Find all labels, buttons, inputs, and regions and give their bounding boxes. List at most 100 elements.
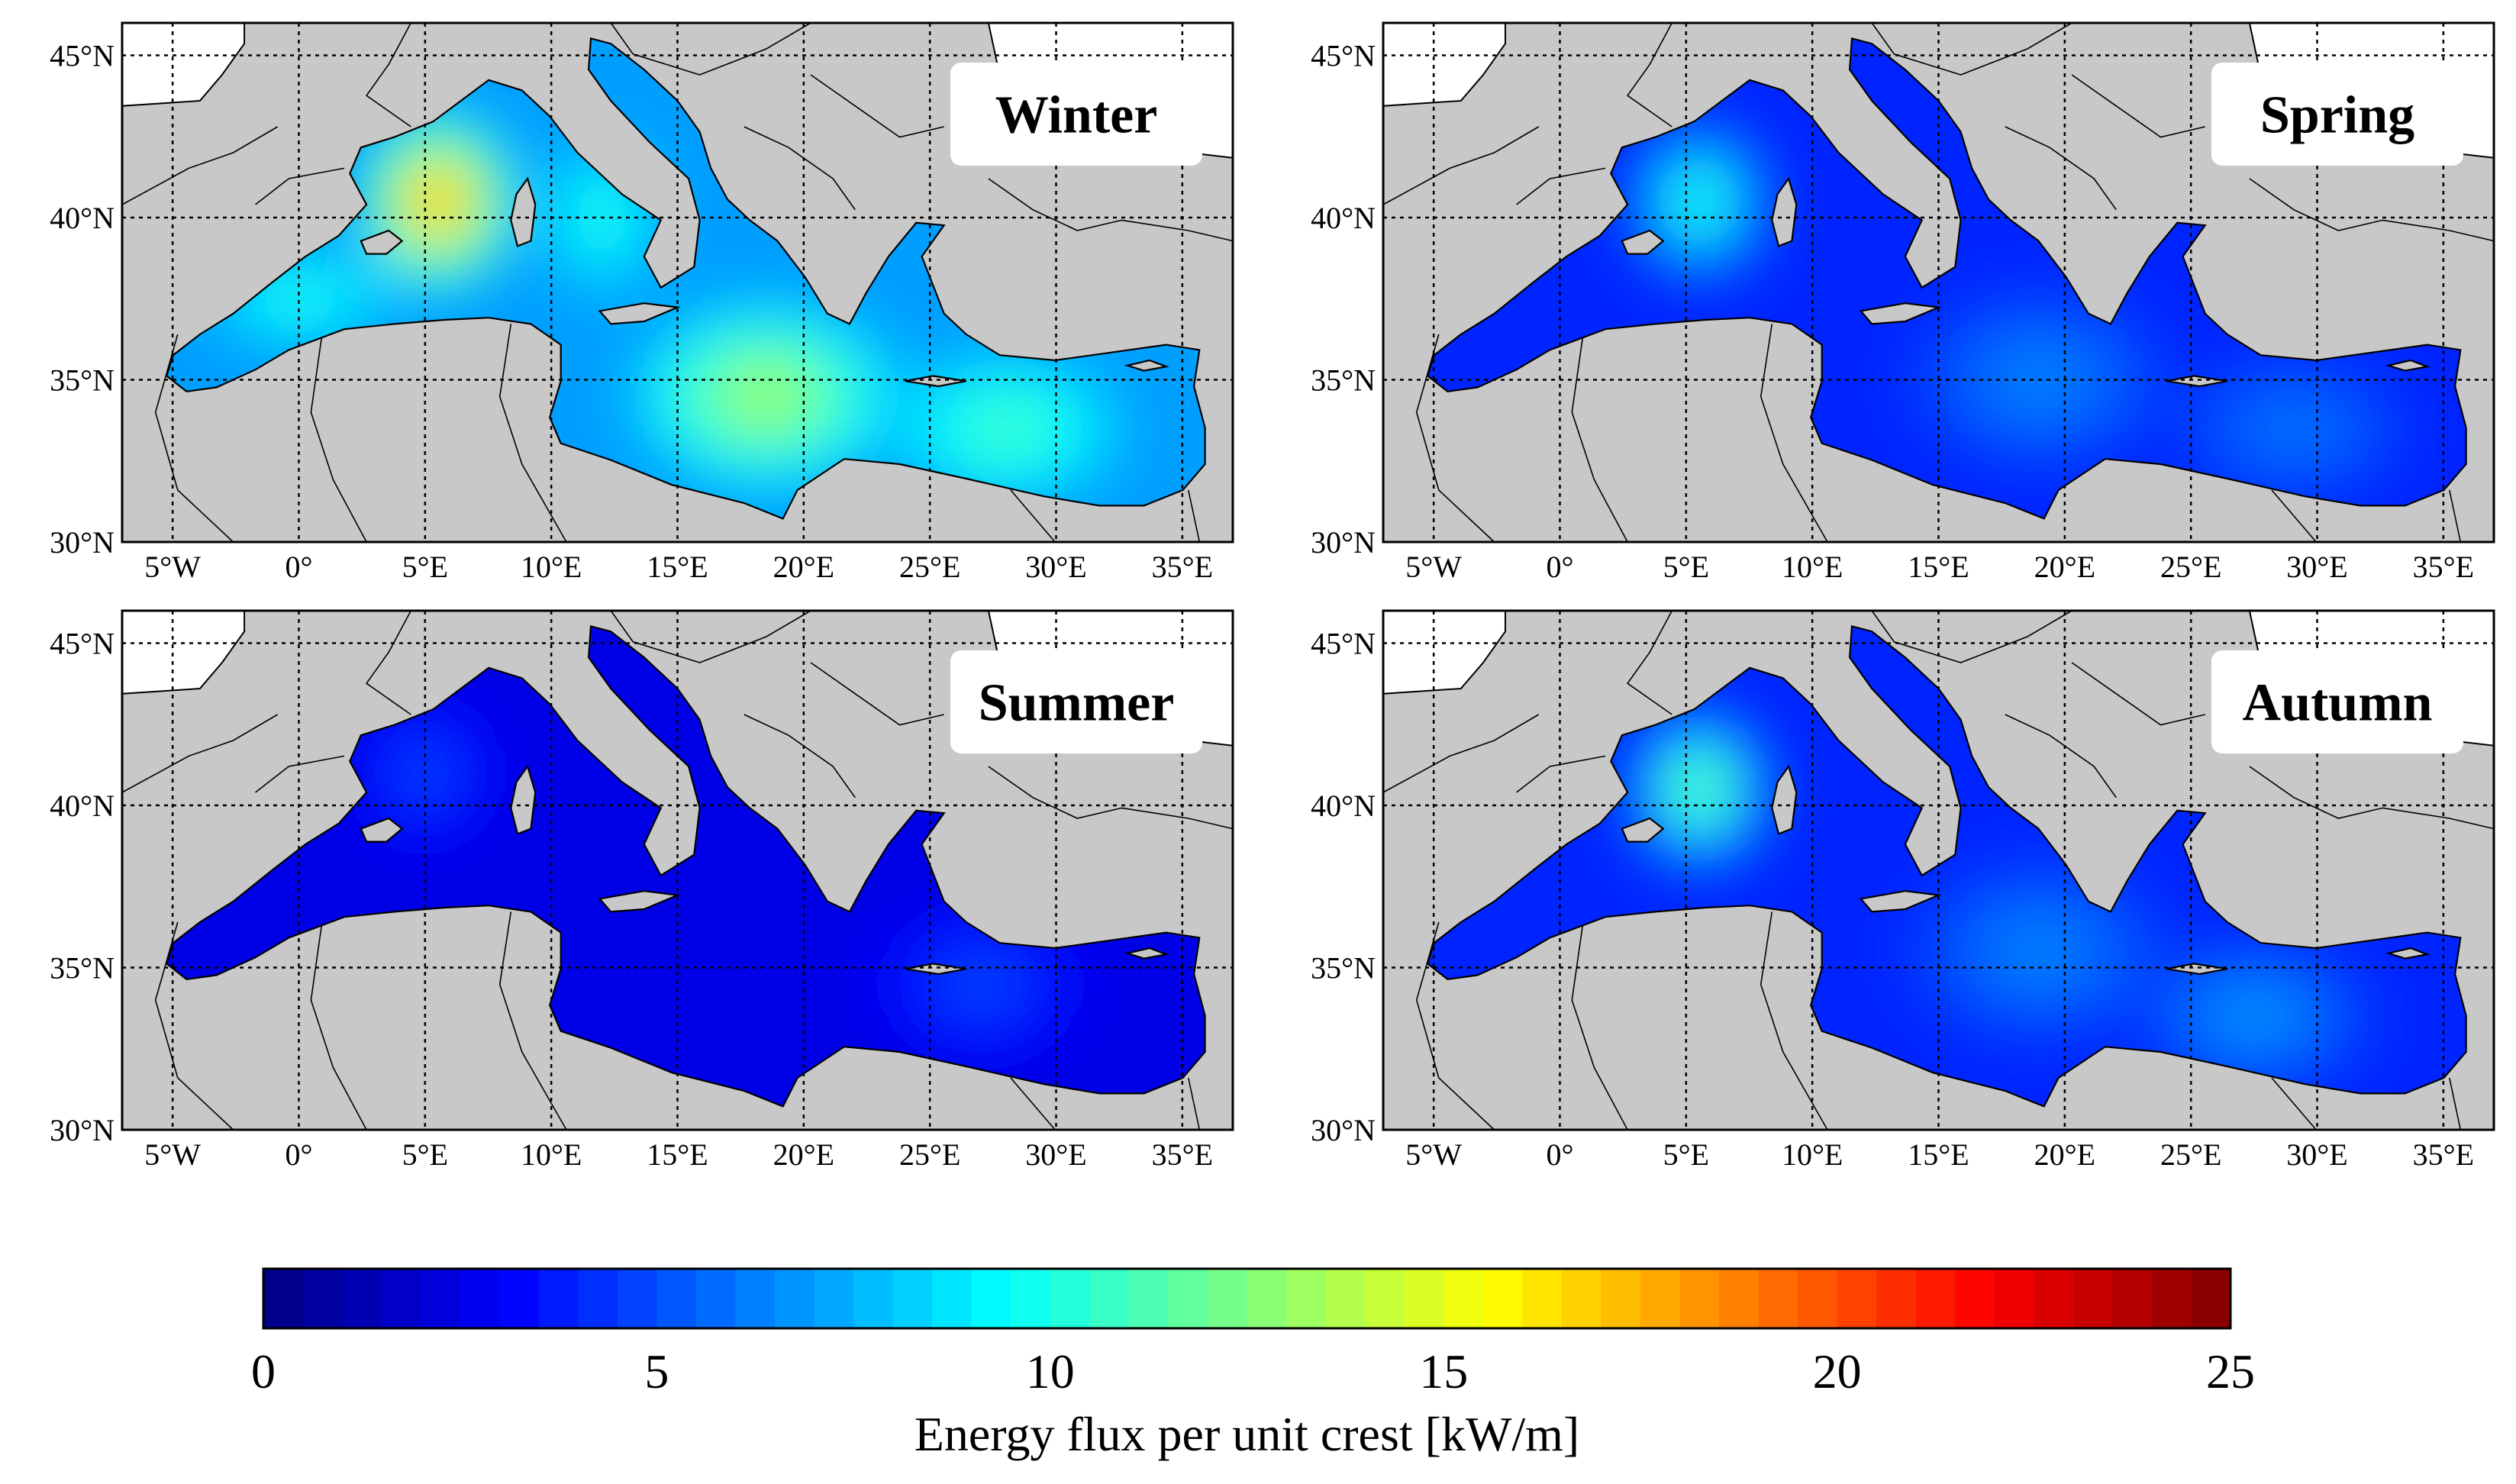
island (360, 229, 404, 255)
country-border (2005, 126, 2117, 211)
colorbar-step (499, 1269, 540, 1328)
colorbar-step (1994, 1269, 2034, 1328)
colorbar-step (656, 1269, 697, 1328)
colorbar-step (342, 1269, 382, 1328)
colorbar-step (814, 1269, 854, 1328)
colorbar-step (1718, 1269, 1760, 1328)
country-border (1188, 489, 1201, 543)
map-panel-spring: 5°W 0° 5°E 10°E 15°E 20°E 25°E 30°E 35°E 45°N 40°N… (1311, 21, 2495, 584)
season-label-box (950, 650, 1202, 753)
country-border (1760, 911, 1828, 1131)
latitude-tick-label: 30°N (50, 525, 115, 560)
country-border (810, 662, 944, 726)
energy-contour (737, 376, 794, 416)
country-border (1516, 755, 1606, 793)
colorbar-step (971, 1269, 1011, 1328)
latitude-tick-label: 30°N (50, 1113, 115, 1147)
latitude-tick-label: 45°N (1311, 39, 1376, 73)
longitude-tick-label: 20°E (773, 550, 834, 584)
colorbar-step (1561, 1269, 1602, 1328)
island (2385, 359, 2431, 372)
latitude-tick-label: 45°N (50, 39, 115, 73)
longitude-tick-label: 25°E (2160, 1137, 2221, 1172)
country-border (744, 126, 856, 211)
island (2385, 947, 2431, 960)
latitude-tick-label: 40°N (1311, 789, 1376, 823)
panel-border (1382, 21, 2495, 544)
country-border (121, 714, 279, 793)
country-border (810, 74, 944, 138)
island (2166, 963, 2228, 976)
colorbar-step (1247, 1269, 1287, 1328)
country-border (255, 755, 345, 793)
country-border (1571, 334, 1628, 543)
energy-contour (421, 182, 454, 220)
island (1124, 359, 1169, 372)
colorbar-step (1798, 1269, 1838, 1328)
country-border (498, 324, 567, 543)
longitude-tick-label: 25°E (2160, 550, 2221, 584)
longitude-tick-label: 10°E (1782, 550, 1843, 584)
longitude-tick-label: 35°E (2413, 1137, 2474, 1172)
longitude-tick-label: 10°E (521, 1137, 582, 1172)
longitude-tick-label: 30°E (2286, 550, 2347, 584)
panel-border (121, 609, 1234, 1131)
country-border (1571, 921, 1628, 1131)
country-border (1382, 126, 1540, 205)
country-border (1188, 1077, 1201, 1131)
map-panel-summer: 5°W 0° 5°E 10°E 15°E 20°E 25°E 30°E 35°E 45°N 40°N… (50, 609, 1234, 1172)
country-border (255, 167, 345, 205)
island (905, 963, 967, 976)
longitude-tick-label: 5°W (1405, 550, 1462, 584)
island (360, 817, 404, 843)
island (1621, 229, 1665, 255)
longitude-tick-label: 35°E (2413, 550, 2474, 584)
energy-contour (2011, 931, 2068, 971)
latitude-tick-label: 35°N (50, 363, 115, 398)
coastline (165, 625, 1206, 1108)
energy-contour (1683, 184, 1714, 218)
longitude-tick-label: 20°E (773, 1137, 834, 1172)
colorbar-tick-label: 20 (1813, 1344, 1862, 1399)
country-border (2249, 766, 2495, 830)
colorbar-step (2034, 1269, 2074, 1328)
longitude-tick-label: 30°E (2286, 1137, 2347, 1172)
colorbar-step (1443, 1269, 1484, 1328)
island (1621, 817, 1665, 843)
colorbar-tick-label: 25 (2206, 1344, 2255, 1399)
colorbar-step (1128, 1269, 1169, 1328)
colorbar-tick-label: 15 (1419, 1344, 1468, 1399)
longitude-tick-label: 5°E (402, 550, 448, 584)
country-border (610, 22, 811, 76)
colorbar-step (695, 1269, 737, 1328)
coastline (1426, 625, 2467, 1108)
island (598, 302, 681, 325)
country-border (498, 911, 567, 1131)
country-border (2271, 1077, 2317, 1131)
country-border (1760, 324, 1828, 543)
island (1859, 890, 1942, 913)
latitude-tick-label: 35°N (1311, 951, 1376, 986)
colorbar-step (1915, 1269, 1956, 1328)
longitude-tick-label: 10°E (521, 550, 582, 584)
colorbar-step (1837, 1269, 1877, 1328)
country-border (121, 126, 279, 205)
latitude-tick-label: 45°N (1311, 627, 1376, 661)
energy-contour (957, 967, 1004, 1001)
colorbar-frame (262, 1267, 2232, 1330)
island (1771, 764, 1798, 835)
longitude-tick-label: 15°E (647, 1137, 708, 1172)
colorbar-step (1050, 1269, 1090, 1328)
colorbar-step (302, 1269, 343, 1328)
colorbar-step (1365, 1269, 1405, 1328)
longitude-tick-label: 5°W (144, 550, 201, 584)
season-label: Autumn (2243, 674, 2433, 733)
longitude-tick-label: 5°W (1405, 1137, 1462, 1172)
latitude-tick-label: 30°N (1311, 1113, 1376, 1147)
coastline (165, 37, 1206, 520)
longitude-tick-label: 10°E (1782, 1137, 1843, 1172)
island (598, 890, 681, 913)
latitude-tick-label: 40°N (1311, 201, 1376, 235)
colorbar-step (381, 1269, 421, 1328)
